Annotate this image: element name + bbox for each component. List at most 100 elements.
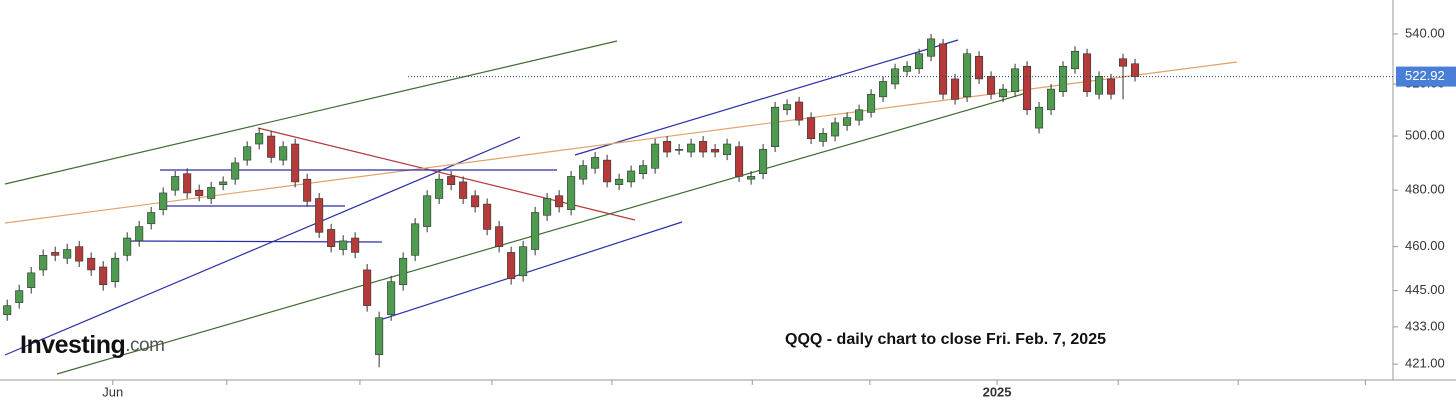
candle-body	[399, 257, 408, 285]
candle-body	[159, 192, 168, 210]
candle-body	[651, 143, 660, 169]
candle-body	[975, 55, 984, 80]
candle-body	[471, 195, 480, 208]
candle-body	[1047, 88, 1056, 111]
candle-body	[1119, 58, 1128, 67]
candle-body	[951, 78, 960, 100]
candle-body	[759, 149, 768, 175]
candle-body	[375, 317, 384, 356]
candle-body	[303, 178, 312, 202]
candle-body	[579, 165, 588, 180]
y-tick-label: 500.00	[1405, 127, 1445, 142]
candle-body	[771, 106, 780, 147]
candle-body	[363, 269, 372, 306]
candle-body	[903, 65, 912, 72]
logo-text: Investing	[20, 331, 125, 359]
candle-body	[75, 246, 84, 262]
candle-body	[255, 133, 264, 145]
candle-body	[135, 226, 144, 242]
candle-body	[723, 143, 732, 156]
candle-body	[735, 146, 744, 177]
candle-body	[339, 240, 348, 250]
candle-body	[1107, 78, 1116, 95]
candle-body	[183, 173, 192, 194]
candle-body	[279, 146, 288, 161]
logo-suffix: .com	[125, 335, 164, 356]
candle-body	[111, 257, 120, 282]
candle-body	[807, 117, 816, 139]
candle-body	[1023, 65, 1032, 111]
trendline	[56, 91, 1031, 375]
candle-body	[207, 187, 216, 199]
candle-body	[447, 176, 456, 185]
candle-body	[915, 53, 924, 70]
candle-body	[171, 176, 180, 191]
candle-body	[999, 88, 1008, 98]
candle-body	[15, 290, 24, 303]
candle-body	[483, 203, 492, 230]
candle-body	[531, 212, 540, 250]
candle-body	[519, 246, 528, 277]
candle-body	[783, 104, 792, 111]
candle-body	[99, 266, 108, 285]
x-tick-label: Jun	[102, 384, 123, 399]
candle-body	[507, 252, 516, 280]
candle-body	[87, 257, 96, 271]
candle-body	[591, 157, 600, 169]
candle-body	[219, 181, 228, 185]
candle-body	[639, 165, 648, 175]
candle-body	[195, 189, 204, 197]
candle-body	[231, 162, 240, 180]
candle-body	[831, 122, 840, 137]
candle-body	[615, 178, 624, 185]
candle-body	[927, 38, 936, 57]
candle-body	[327, 229, 336, 247]
candle-body	[699, 141, 708, 153]
candle-body	[987, 76, 996, 95]
candle-body	[1131, 63, 1140, 77]
candle-body	[27, 272, 36, 288]
candle-body	[1071, 50, 1080, 70]
candle-body	[1035, 106, 1044, 129]
candle-body	[291, 143, 300, 183]
candle-body	[1011, 68, 1020, 92]
candle-body	[603, 159, 612, 183]
candle-body	[39, 255, 48, 271]
candle-body	[939, 43, 948, 95]
candle-body	[387, 281, 396, 315]
candle-body	[495, 226, 504, 247]
candle-body	[555, 195, 564, 208]
candle-body	[459, 181, 468, 199]
candle-body	[3, 305, 12, 315]
trendline	[4, 136, 521, 356]
candle-body	[795, 101, 804, 121]
last-price-box	[1396, 66, 1456, 87]
candle-body	[819, 133, 828, 142]
candle-body	[123, 237, 132, 256]
candle-body	[855, 109, 864, 121]
candle-body	[963, 53, 972, 98]
candle-body	[243, 146, 252, 161]
candle-body	[435, 178, 444, 199]
candle-body	[315, 198, 324, 233]
y-tick-label: 421.00	[1405, 356, 1445, 371]
candle-body	[627, 170, 636, 183]
y-tick-label: 480.00	[1405, 182, 1445, 197]
candle-body	[711, 149, 720, 153]
candle-body	[867, 93, 876, 113]
candle-body	[147, 212, 156, 225]
y-tick-label: 540.00	[1405, 25, 1445, 40]
candle-body	[267, 135, 276, 158]
candle-body	[63, 249, 72, 259]
candle-body	[543, 198, 552, 216]
candle-body	[879, 81, 888, 98]
trendline	[379, 221, 683, 321]
candle-body	[567, 176, 576, 210]
trendline	[4, 40, 618, 185]
y-tick-label: 460.00	[1405, 238, 1445, 253]
y-tick-label: 445.00	[1405, 282, 1445, 297]
last-price-label: 522.92	[1405, 68, 1445, 83]
candle-body	[51, 252, 60, 256]
